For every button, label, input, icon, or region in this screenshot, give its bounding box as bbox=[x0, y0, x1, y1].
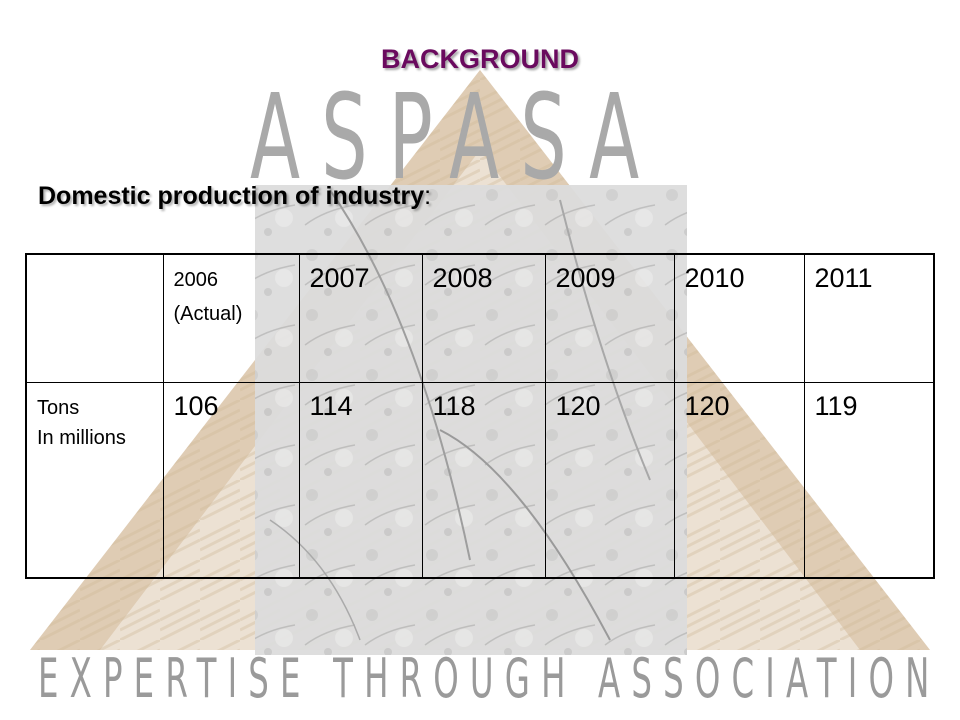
header-cell-2011: 2011 bbox=[803, 253, 935, 383]
value-cell-2011: 119 bbox=[803, 381, 935, 579]
table-caption-text: Domestic production of industry bbox=[38, 182, 425, 210]
value-cell-2006: 106 bbox=[162, 381, 300, 579]
data-row-tons: Tons In millions 106 114 118 120 120 119 bbox=[25, 381, 935, 579]
value-cell-2010: 120 bbox=[673, 381, 805, 579]
corner-cell bbox=[25, 253, 164, 383]
slide-title: BACKGROUND bbox=[381, 44, 579, 74]
header-cell-2008: 2008 bbox=[421, 253, 546, 383]
header-row: 2006 (Actual) 2007 2008 2009 2010 2011 bbox=[25, 253, 935, 383]
unit-label: Tons bbox=[37, 396, 80, 419]
actual-label: (Actual) bbox=[173, 303, 243, 325]
table-caption: Domestic production of industry: bbox=[38, 182, 431, 211]
header-cell-2006: 2006 (Actual) bbox=[162, 253, 300, 383]
header-cell-2010: 2010 bbox=[673, 253, 805, 383]
unit-sublabel: In millions bbox=[37, 426, 126, 449]
production-table: 2006 (Actual) 2007 2008 2009 2010 2011 T… bbox=[25, 253, 935, 579]
tagline-text: EXPERTISE THROUGH ASSOCIATION bbox=[38, 647, 941, 710]
header-cell-2007: 2007 bbox=[298, 253, 423, 383]
header-cell-2009: 2009 bbox=[544, 253, 675, 383]
year-label: 2006 bbox=[173, 269, 219, 291]
brand-logo-text: ASPASA bbox=[250, 68, 661, 206]
value-cell-2008: 118 bbox=[421, 381, 546, 579]
value-cell-2007: 114 bbox=[298, 381, 423, 579]
table-caption-colon: : bbox=[424, 182, 432, 210]
row-label-cell: Tons In millions bbox=[25, 381, 164, 579]
value-cell-2009: 120 bbox=[544, 381, 675, 579]
